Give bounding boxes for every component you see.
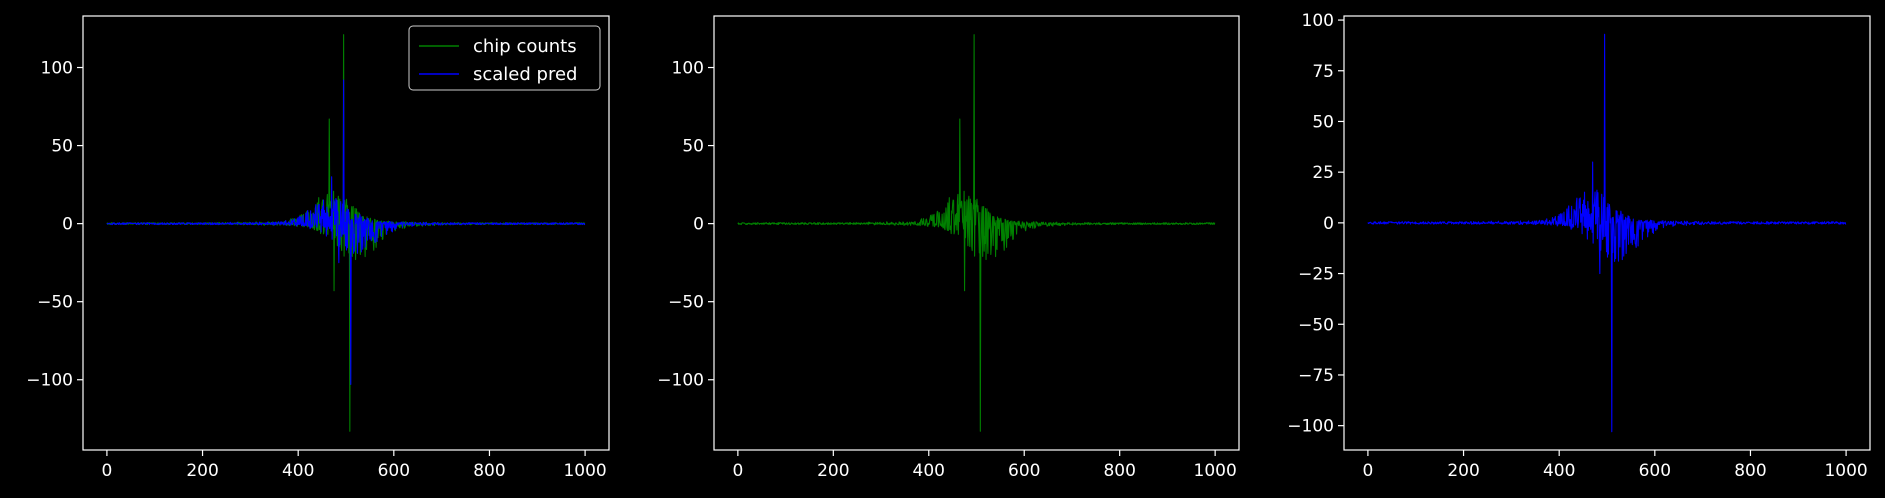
y-tick-label: −100 <box>26 371 73 391</box>
y-tick-label: −50 <box>37 293 73 313</box>
axes-frame <box>713 15 1240 451</box>
x-tick-label: 400 <box>913 461 945 481</box>
x-tick-label: 400 <box>1543 461 1575 481</box>
series-line-1 <box>1367 33 1847 433</box>
series-line-1 <box>737 34 1216 432</box>
chart-panel-3: 0 200 400 600 800 1000 −100 −75 −50 −25 0 25 50 75 100 <box>1287 11 1871 481</box>
x-tick-label: 200 <box>1447 461 1479 481</box>
x-tick-label: 800 <box>1734 461 1766 481</box>
chart-panel-2: 0 200 400 600 800 1000 −100 −50 0 50 100 <box>657 15 1240 481</box>
x-tick-label: 600 <box>378 461 410 481</box>
x-tick-label: 1000 <box>1194 461 1237 481</box>
y-tick-label: 0 <box>62 215 73 235</box>
axes-frame <box>1343 15 1871 451</box>
y-tick-label: −25 <box>1298 265 1334 285</box>
y-tick-label: −50 <box>1298 315 1334 335</box>
y-tick-label: 25 <box>1312 163 1334 183</box>
series-line-2 <box>106 79 586 385</box>
y-tick-label: −75 <box>1298 366 1334 386</box>
x-tick-label: 0 <box>101 461 112 481</box>
x-tick-label: 800 <box>1103 461 1135 481</box>
y-tick-label: −50 <box>668 293 704 313</box>
y-tick-label: 0 <box>1323 214 1334 234</box>
legend-label-2: scaled pred <box>473 64 577 85</box>
chart-panel-1: 0 200 400 600 800 1000 −100 −50 0 50 100 chip count… <box>26 15 610 481</box>
x-tick-label: 0 <box>732 461 743 481</box>
x-tick-label: 1000 <box>1824 461 1867 481</box>
x-tick-label: 200 <box>186 461 218 481</box>
x-tick-label: 600 <box>1008 461 1040 481</box>
legend: chip counts scaled pred <box>408 25 601 91</box>
axes-frame <box>82 15 610 451</box>
x-tick-label: 600 <box>1639 461 1671 481</box>
x-tick-label: 400 <box>282 461 314 481</box>
y-tick-label: 100 <box>1302 11 1334 31</box>
y-tick-label: −100 <box>657 371 704 391</box>
y-tick-label: 75 <box>1312 62 1334 82</box>
y-tick-label: 50 <box>1312 112 1334 132</box>
y-tick-label: 100 <box>672 59 704 79</box>
x-tick-label: 0 <box>1362 461 1373 481</box>
y-tick-label: −100 <box>1287 417 1334 437</box>
y-tick-label: 0 <box>693 215 704 235</box>
legend-label-1: chip counts <box>473 36 577 57</box>
y-tick-label: 100 <box>41 59 73 79</box>
y-tick-label: 50 <box>51 137 73 157</box>
x-tick-label: 800 <box>473 461 505 481</box>
x-tick-label: 1000 <box>563 461 606 481</box>
y-tick-label: 50 <box>682 137 704 157</box>
x-tick-label: 200 <box>817 461 849 481</box>
